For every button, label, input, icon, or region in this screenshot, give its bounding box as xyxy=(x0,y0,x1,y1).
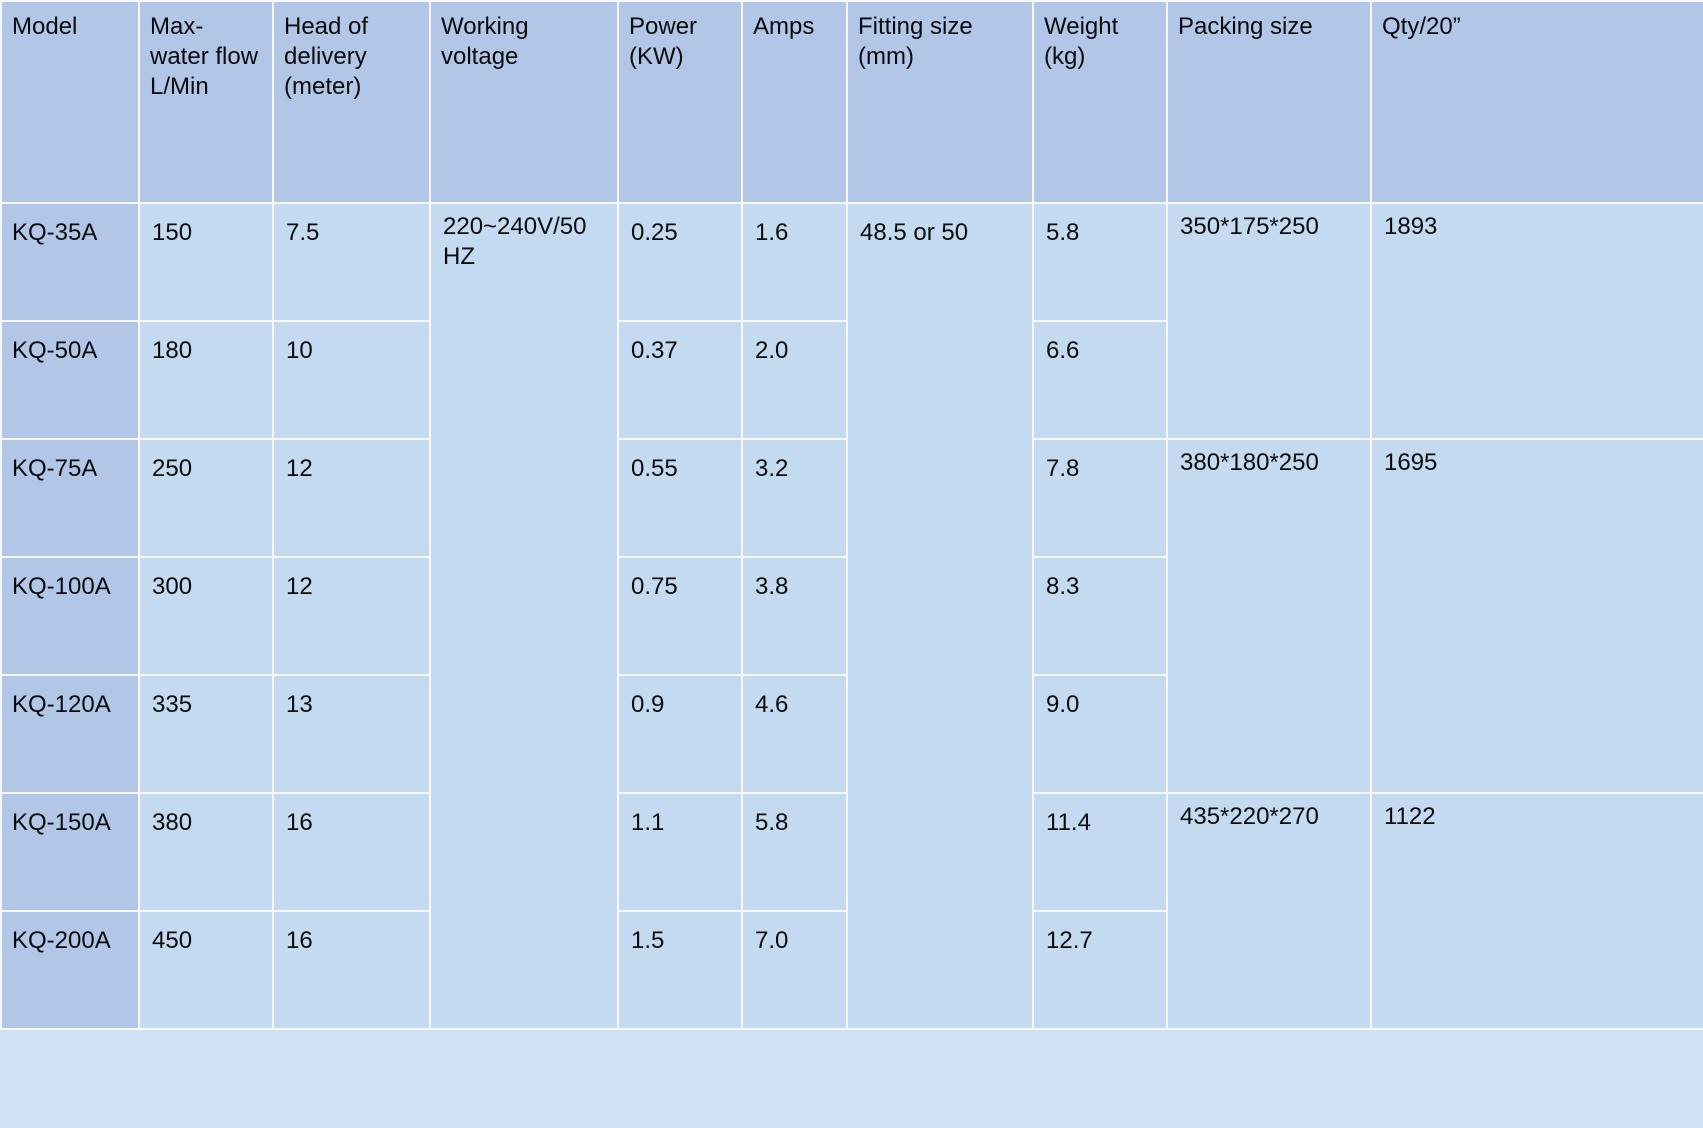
cell-amps: 2.0 xyxy=(741,320,848,440)
cell-weight: 7.8 xyxy=(1032,438,1168,558)
cell-packing-size: 350*175*250 xyxy=(1166,202,1372,440)
cell-power: 0.37 xyxy=(617,320,743,440)
cell-flow: 300 xyxy=(138,556,274,676)
cell-weight: 5.8 xyxy=(1032,202,1168,322)
cell-flow: 380 xyxy=(138,792,274,912)
cell-head: 12 xyxy=(272,438,431,558)
pump-spec-table: Model Max-water flow L/Min Head of deliv… xyxy=(0,0,1703,1030)
cell-flow: 180 xyxy=(138,320,274,440)
column-header-max-water-flow: Max-water flow L/Min xyxy=(138,0,274,204)
column-header-qty20: Qty/20” xyxy=(1370,0,1703,204)
cell-model: KQ-200A xyxy=(0,910,140,1030)
cell-power: 0.25 xyxy=(617,202,743,322)
cell-head: 16 xyxy=(272,792,431,912)
cell-fitting-size: 48.5 or 50 xyxy=(846,202,1034,1030)
cell-head: 12 xyxy=(272,556,431,676)
cell-model: KQ-75A xyxy=(0,438,140,558)
cell-packing-size: 380*180*250 xyxy=(1166,438,1372,794)
cell-amps: 4.6 xyxy=(741,674,848,794)
column-header-fitting-size: Fitting size (mm) xyxy=(846,0,1034,204)
cell-amps: 3.2 xyxy=(741,438,848,558)
cell-flow: 150 xyxy=(138,202,274,322)
cell-model: KQ-100A xyxy=(0,556,140,676)
cell-model: KQ-35A xyxy=(0,202,140,322)
cell-flow: 450 xyxy=(138,910,274,1030)
column-header-packing-size: Packing size xyxy=(1166,0,1372,204)
table-row-kq-200a: KQ-200A 450 16 1.5 7.0 12.7 xyxy=(0,910,1703,1030)
header-row: Model Max-water flow L/Min Head of deliv… xyxy=(0,0,1703,204)
table-row-kq-150a: KQ-150A 380 16 1.1 5.8 11.4 435*220*270 … xyxy=(0,792,1703,1030)
cell-flow: 250 xyxy=(138,438,274,558)
cell-model: KQ-50A xyxy=(0,320,140,440)
cell-power: 1.1 xyxy=(617,792,743,912)
cell-qty20: 1695 xyxy=(1370,438,1703,794)
cell-qty20: 1893 xyxy=(1370,202,1703,440)
cell-power: 0.9 xyxy=(617,674,743,794)
cell-power: 0.55 xyxy=(617,438,743,558)
cell-weight: 11.4 xyxy=(1032,792,1168,912)
cell-weight: 12.7 xyxy=(1032,910,1168,1030)
cell-amps: 1.6 xyxy=(741,202,848,322)
cell-packing-size: 435*220*270 xyxy=(1166,792,1372,1030)
cell-weight: 9.0 xyxy=(1032,674,1168,794)
table-row-kq-35a: KQ-35A 150 7.5 220~240V/50 HZ 0.25 1.6 4… xyxy=(0,202,1703,1030)
cell-head: 13 xyxy=(272,674,431,794)
cell-flow: 335 xyxy=(138,674,274,794)
cell-power: 0.75 xyxy=(617,556,743,676)
cell-model: KQ-150A xyxy=(0,792,140,912)
cell-weight: 6.6 xyxy=(1032,320,1168,440)
cell-head: 16 xyxy=(272,910,431,1030)
cell-head: 7.5 xyxy=(272,202,431,322)
table-row-kq-50a: KQ-50A 180 10 0.37 2.0 6.6 xyxy=(0,320,1703,440)
column-header-amps: Amps xyxy=(741,0,848,204)
cell-amps: 3.8 xyxy=(741,556,848,676)
cell-amps: 7.0 xyxy=(741,910,848,1030)
cell-working-voltage: 220~240V/50 HZ xyxy=(429,202,619,1030)
table-row-kq-100a: KQ-100A 300 12 0.75 3.8 8.3 xyxy=(0,556,1703,676)
column-header-model: Model xyxy=(0,0,140,204)
column-header-power: Power (KW) xyxy=(617,0,743,204)
cell-power: 1.5 xyxy=(617,910,743,1030)
cell-head: 10 xyxy=(272,320,431,440)
column-header-working-voltage: Working voltage xyxy=(429,0,619,204)
column-header-head-delivery: Head of delivery (meter) xyxy=(272,0,431,204)
cell-weight: 8.3 xyxy=(1032,556,1168,676)
table-row-kq-120a: KQ-120A 335 13 0.9 4.6 9.0 xyxy=(0,674,1703,794)
cell-amps: 5.8 xyxy=(741,792,848,912)
cell-qty20: 1122 xyxy=(1370,792,1703,1030)
column-header-weight: Weight (kg) xyxy=(1032,0,1168,204)
cell-model: KQ-120A xyxy=(0,674,140,794)
